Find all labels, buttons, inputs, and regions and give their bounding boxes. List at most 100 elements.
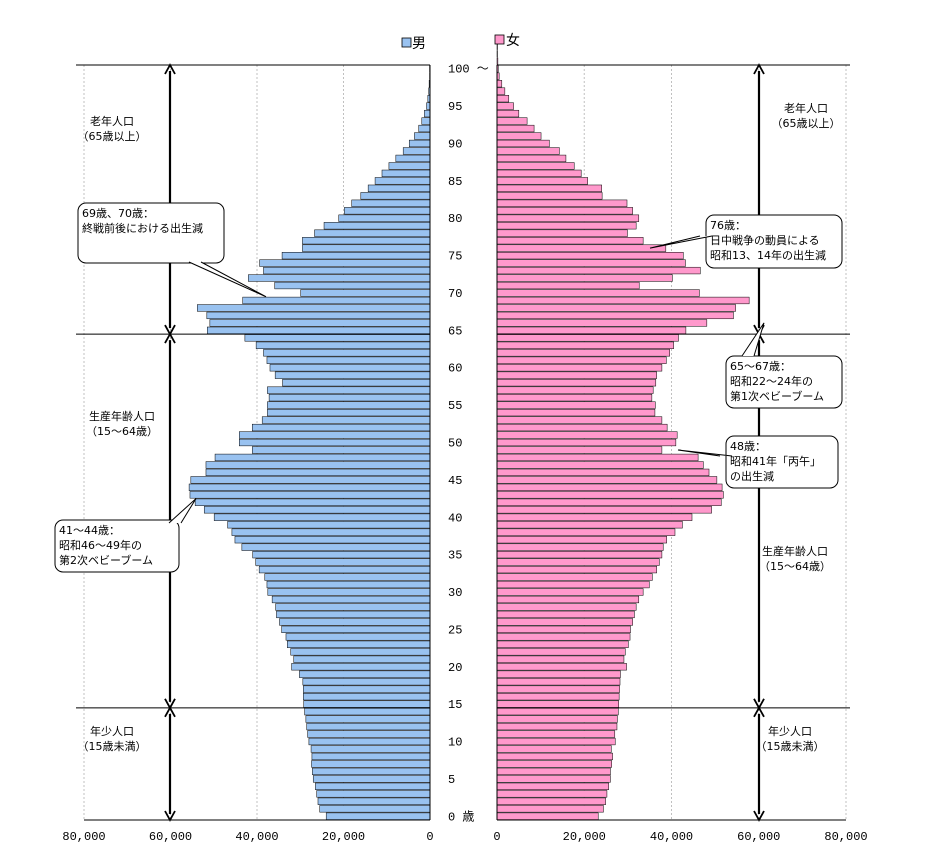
female-bar (496, 521, 683, 529)
annotation-pointer (168, 498, 197, 524)
female-bar (496, 513, 693, 521)
x-tick-label-female: 40,000 (650, 830, 693, 844)
female-bar (496, 491, 724, 499)
male-bar (274, 371, 431, 379)
annotation-text: 日中戦争の動員による (710, 233, 820, 247)
male-bar (261, 416, 431, 424)
female-bar (496, 192, 603, 200)
age-group-range-male: （15歳未満） (78, 740, 147, 753)
male-bar (300, 289, 431, 297)
male-bar (418, 124, 431, 133)
male-bar (303, 700, 431, 708)
age-tick-label: 0 歳 (448, 809, 474, 824)
annotation-pointer (677, 449, 733, 457)
female-bar (496, 625, 631, 633)
female-bar (496, 812, 599, 820)
female-bar (496, 266, 701, 275)
male-bar (190, 476, 431, 484)
female-bar (496, 281, 640, 290)
male-bar (421, 117, 431, 125)
female-bar (496, 715, 618, 723)
age-tick-label: 30 (448, 586, 462, 600)
male-bar (194, 498, 431, 506)
male-bar (267, 401, 431, 409)
male-bar (303, 693, 431, 701)
female-bar (496, 633, 631, 641)
female-bar (496, 767, 611, 776)
male-bar (267, 408, 431, 417)
age-group-arrow-female-head-top (753, 63, 765, 75)
male-bar (266, 356, 431, 364)
female-bar (496, 618, 633, 626)
legend: 男 女 (401, 32, 520, 52)
male-bar (344, 207, 431, 215)
age-group-name-male: 生産年齢人口 (89, 409, 155, 423)
male-bar (242, 296, 431, 305)
female-bar (496, 341, 674, 349)
male-bar (360, 192, 431, 200)
male-bar (408, 139, 431, 148)
age-tick-label: 25 (448, 623, 462, 637)
legend-swatch-male (401, 37, 412, 48)
legend-label-female: 女 (506, 32, 520, 49)
female-bar (496, 379, 657, 387)
male-bar (271, 595, 431, 604)
age-tick-label: 5 (448, 773, 455, 787)
male-bar (414, 132, 431, 140)
female-bar (496, 222, 637, 230)
male-bar (303, 685, 431, 693)
female-bar (496, 154, 567, 163)
age-group-name-female: 生産年齢人口 (762, 544, 828, 558)
female-bar (496, 259, 686, 267)
female-bar (496, 371, 657, 379)
age-tick-label: 55 (448, 399, 462, 413)
male-bar (293, 655, 431, 663)
female-bar (496, 438, 677, 447)
female-bar (496, 87, 506, 95)
female-bar (496, 685, 620, 693)
male-bar (267, 386, 431, 394)
female-bar (496, 551, 663, 559)
female-bar (496, 431, 678, 439)
female-bar (496, 349, 671, 357)
male-bar (206, 311, 431, 320)
male-bar (266, 580, 431, 589)
male-bar (255, 341, 431, 349)
male-bar (304, 707, 431, 716)
female-bar (496, 102, 514, 110)
female-bar (496, 326, 687, 334)
female-bar (496, 109, 520, 118)
female-bar (496, 648, 626, 656)
female-bar (496, 244, 667, 252)
female-bar (496, 797, 606, 805)
male-bar (402, 147, 431, 155)
male-bar (426, 102, 431, 110)
female-bar (496, 663, 627, 671)
female-bar (496, 752, 613, 761)
female-bar (496, 453, 699, 462)
male-bar (395, 154, 431, 163)
female-bar (496, 782, 609, 790)
female-bars (496, 35, 750, 820)
age-group-arrow-male-head-top (164, 332, 176, 344)
male-bar (248, 274, 431, 282)
age-group-arrow-male-head-bottom (164, 810, 176, 822)
x-tick-label-female: 20,000 (563, 830, 606, 844)
annotation-pointer (741, 322, 765, 357)
annotation-text: 41～44歳： (59, 524, 120, 537)
age-tick-label: 90 (448, 137, 462, 151)
annotation-pointer (188, 261, 267, 298)
male-bar (424, 109, 431, 118)
annotation-box (77, 202, 225, 264)
female-bar (496, 394, 653, 402)
male-bar (312, 775, 431, 783)
age-group-range-female: （65歳以上） (772, 117, 841, 130)
female-bar (496, 707, 619, 716)
male-bar (268, 394, 431, 402)
female-bar (496, 745, 612, 753)
female-bar (496, 737, 616, 746)
age-tick-label: 100 ～ (448, 63, 489, 77)
age-tick-label: 10 (448, 736, 462, 750)
female-bar (496, 416, 663, 424)
female-bar (496, 386, 654, 394)
